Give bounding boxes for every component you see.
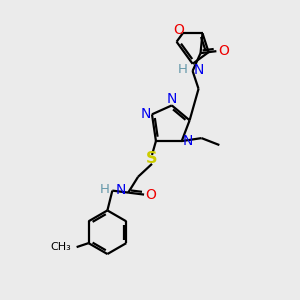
Text: N: N [194, 63, 204, 77]
Text: N: N [115, 183, 126, 196]
Text: H: H [100, 183, 110, 196]
Text: N: N [141, 107, 151, 121]
Text: S: S [146, 152, 158, 166]
Text: N: N [182, 134, 193, 148]
Text: O: O [218, 44, 229, 58]
Text: O: O [173, 23, 184, 38]
Text: O: O [146, 188, 156, 202]
Text: N: N [167, 92, 177, 106]
Text: H: H [178, 64, 188, 76]
Text: CH₃: CH₃ [50, 242, 71, 252]
